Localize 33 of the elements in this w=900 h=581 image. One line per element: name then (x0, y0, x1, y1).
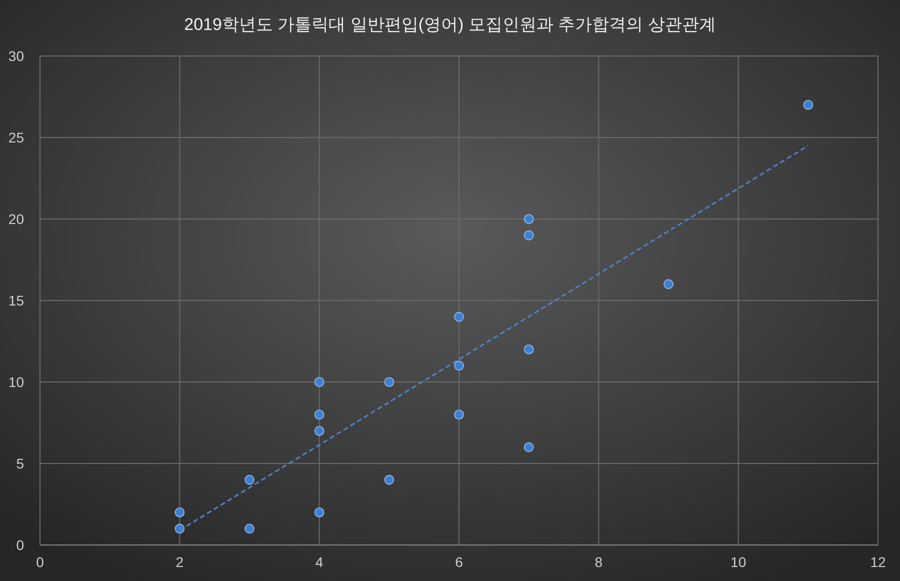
point (314, 410, 324, 420)
point (524, 230, 534, 240)
x-tick-label: 0 (36, 554, 44, 570)
y-tick-label: 25 (8, 130, 24, 146)
x-tick-label: 10 (730, 554, 746, 570)
y-tick-label: 0 (16, 537, 24, 553)
point (244, 474, 254, 485)
point (314, 508, 324, 518)
point (454, 410, 464, 420)
point (314, 426, 324, 436)
y-tick-label: 15 (8, 292, 24, 308)
x-tick-label: 2 (176, 554, 184, 570)
x-tick-label: 8 (594, 554, 603, 570)
point (664, 279, 674, 290)
point (174, 508, 185, 518)
point (454, 312, 464, 322)
x-tick-label: 12 (870, 554, 886, 570)
point (244, 524, 254, 534)
point (524, 442, 534, 452)
point (384, 474, 394, 485)
point (524, 214, 534, 224)
y-tick-label: 10 (8, 374, 24, 390)
point (524, 344, 534, 354)
chart-title: 2019학년도 가톨릭대 일반편입(영어) 모집인원과 추가합격의 상관관계 (184, 15, 716, 34)
x-tick-label: 6 (455, 554, 464, 570)
x-tick-label: 4 (315, 554, 324, 570)
point (803, 100, 814, 110)
point (454, 360, 464, 371)
y-tick-label: 5 (16, 456, 24, 472)
y-tick-label: 20 (8, 211, 24, 227)
y-tick-label: 30 (8, 48, 24, 64)
point (314, 377, 324, 387)
point (384, 377, 394, 387)
